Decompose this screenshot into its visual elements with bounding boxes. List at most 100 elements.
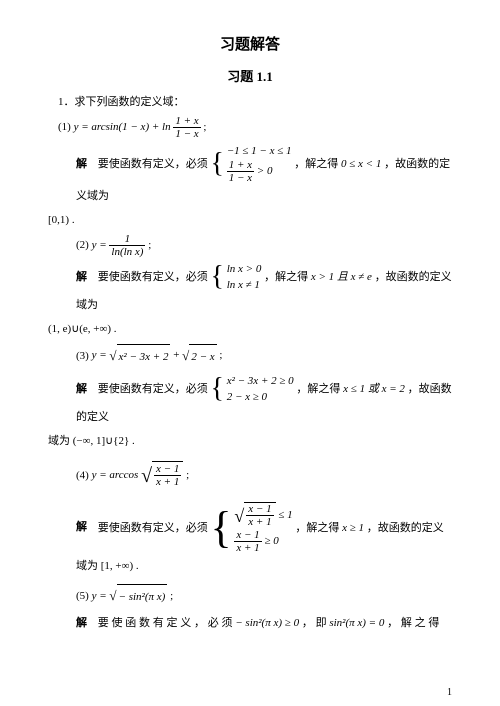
part-label: (2) (76, 239, 89, 251)
domain-3: 域为 (−∞, 1]∪{2} . (48, 433, 452, 450)
system: { x² − 3x + 2 ≥ 0 2 − x ≥ 0 (211, 374, 294, 405)
domain-value: (−∞, 1]∪{2} . (73, 435, 135, 447)
punct: ; (186, 469, 189, 481)
part-label: (5) (76, 590, 89, 602)
text: 要使函数有定义，必须 (98, 383, 208, 395)
eq: y = √x² − 3x + 2 + √2 − x ; (92, 349, 223, 361)
row: ln x ≠ 1 (227, 278, 262, 293)
page-number: 1 (447, 685, 452, 700)
op: > 0 (254, 165, 272, 177)
eq: y = √− sin²(π x) ; (92, 590, 174, 602)
system: { √ x − 1 x + 1 ≤ 1 x − 1 x + 1 ≥ 0 (211, 502, 293, 555)
fraction: 1 + x 1 − x (227, 159, 254, 184)
eq-text: y = (92, 590, 110, 602)
system-content: ln x > 0 ln x ≠ 1 (227, 262, 262, 293)
brace-icon: { (211, 378, 224, 400)
plus: + (173, 349, 182, 361)
sqrt: √2 − x (182, 342, 216, 371)
punct: ; (170, 590, 173, 602)
text: ，解之得 (296, 383, 340, 395)
part-label: (3) (76, 349, 89, 361)
result: x ≤ 1 或 x = 2 (343, 383, 405, 395)
den: x + 1 (154, 476, 181, 488)
sqrt: √ x − 1 x + 1 (141, 454, 183, 498)
part-5: (5) y = √− sin²(π x) ; (48, 582, 452, 611)
num: x − 1 (234, 529, 261, 542)
text: ，解之得 (264, 271, 308, 283)
domain-2: (1, e)∪(e, +∞) . (48, 321, 452, 338)
fraction: x − 1 x + 1 (234, 529, 261, 554)
text: ， 即 (302, 617, 327, 629)
radicand: x² − 3x + 2 (117, 344, 171, 369)
eq: y = arccos √ x − 1 x + 1 ; (92, 469, 190, 481)
sqrt: √ x − 1 x + 1 (234, 502, 275, 529)
system-content: √ x − 1 x + 1 ≤ 1 x − 1 x + 1 ≥ 0 (234, 502, 292, 555)
solution-label: 解 (76, 521, 87, 533)
part-1: (1) y = arcsin(1 − x) + ln 1 + x 1 − x ; (48, 115, 452, 140)
text: 域为 (48, 435, 70, 447)
eq-text: y = (92, 239, 110, 251)
radicand: 2 − x (189, 344, 216, 369)
domain-value: (1, e)∪(e, +∞) . (48, 323, 117, 335)
row: x − 1 x + 1 ≥ 0 (234, 529, 292, 554)
solution-label: 解 (76, 158, 87, 170)
system-content: −1 ≤ 1 − x ≤ 1 1 + x 1 − x > 0 (227, 144, 292, 185)
denominator: 1 − x (173, 128, 200, 140)
domain-value: [0,1) . (48, 214, 75, 226)
den: x + 1 (234, 542, 261, 554)
eq: y = 1 ln(ln x) ; (92, 239, 152, 251)
part-label: (1) (58, 121, 71, 133)
eq-text: y = arccos (92, 469, 139, 481)
document-page: 习题解答 习题 1.1 1．求下列函数的定义域： (1) y = arcsin(… (0, 0, 500, 706)
num: x − 1 (154, 463, 181, 476)
cond: − sin²(π x) ≥ 0 (235, 617, 299, 629)
num: 1 (109, 233, 145, 246)
punct: ; (148, 239, 151, 251)
punct: ; (219, 349, 222, 361)
fraction: 1 + x 1 − x (173, 115, 200, 140)
brace-icon: { (211, 266, 224, 288)
numerator: 1 + x (173, 115, 200, 128)
text: 要使函数有定义，必须 (98, 158, 208, 170)
fraction: x − 1 x + 1 (154, 463, 181, 488)
sqrt: √− sin²(π x) (109, 582, 167, 611)
solution-label: 解 (76, 617, 87, 629)
text: ，解之得 (294, 158, 338, 170)
row: 2 − x ≥ 0 (227, 390, 294, 405)
part-4: (4) y = arccos √ x − 1 x + 1 ; (48, 454, 452, 498)
text: 要使函数有定义，必须 (98, 521, 208, 533)
question-intro: 1．求下列函数的定义域： (48, 94, 452, 111)
result: 0 ≤ x < 1 (341, 158, 381, 170)
fraction: x − 1 x + 1 (246, 503, 273, 528)
row: −1 ≤ 1 − x ≤ 1 (227, 144, 292, 159)
den: x + 1 (246, 516, 273, 528)
den: ln(ln x) (109, 246, 145, 258)
system: { −1 ≤ 1 − x ≤ 1 1 + x 1 − x > 0 (211, 144, 292, 185)
sqrt: √x² − 3x + 2 (109, 342, 170, 371)
part-2: (2) y = 1 ln(ln x) ; (48, 233, 452, 258)
result: x ≥ 1 (342, 521, 364, 533)
punct: ; (203, 121, 206, 133)
solution-label: 解 (76, 271, 87, 283)
num: 1 + x (227, 159, 254, 172)
solution-5: 解 要 使 函 数 有 定 义 ， 必 须 − sin²(π x) ≥ 0 ， … (48, 615, 452, 632)
cond: sin²(π x) = 0 (329, 617, 384, 629)
part-3: (3) y = √x² − 3x + 2 + √2 − x ; (48, 342, 452, 371)
text: ， 解 之 得 (387, 617, 439, 629)
fraction: 1 ln(ln x) (109, 233, 145, 258)
text: 要使函数有定义，必须 (98, 271, 208, 283)
row: ln x > 0 (227, 262, 262, 277)
solution-1: 解 要使函数有定义，必须 { −1 ≤ 1 − x ≤ 1 1 + x 1 − … (48, 144, 452, 209)
brace-icon: { (211, 510, 232, 545)
radicand: x − 1 x + 1 (244, 502, 275, 528)
page-title: 习题解答 (48, 34, 452, 57)
system-content: x² − 3x + 2 ≥ 0 2 − x ≥ 0 (227, 374, 294, 405)
den: 1 − x (227, 172, 254, 184)
op: ≥ 0 (262, 535, 279, 547)
domain-value: [1, +∞) . (101, 560, 139, 572)
row: 1 + x 1 − x > 0 (227, 159, 292, 184)
radicand: − sin²(π x) (117, 584, 168, 609)
result: x > 1 且 x ≠ e (311, 271, 372, 283)
part-label: (4) (76, 469, 89, 481)
op: ≤ 1 (276, 509, 293, 521)
